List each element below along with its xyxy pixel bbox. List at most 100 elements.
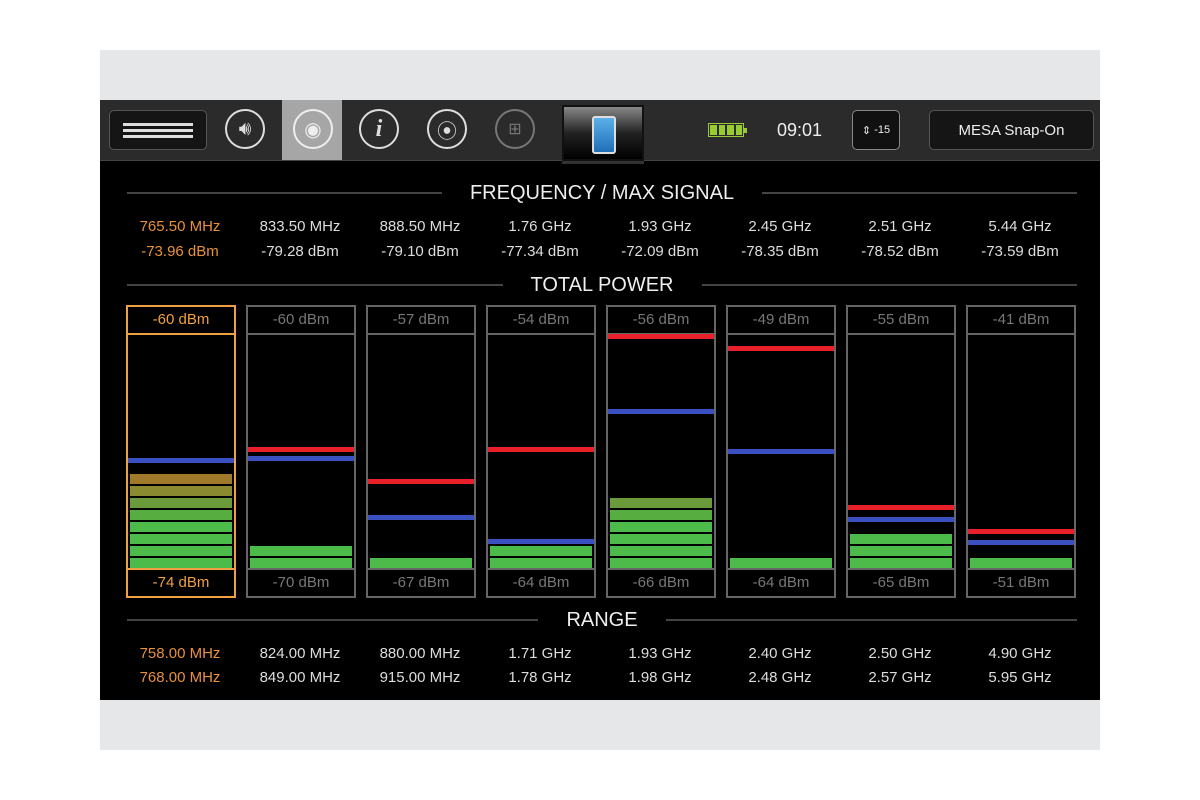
meter-area: [368, 335, 474, 569]
meter-area: [848, 335, 954, 569]
power-segment: [610, 510, 712, 520]
meter-min-label: -70 dBm: [248, 568, 354, 596]
network-button[interactable]: ⊞: [492, 108, 538, 150]
power-meter[interactable]: -57 dBm -67 dBm: [366, 305, 476, 598]
avg-marker: [728, 449, 834, 454]
power-segment: [130, 486, 232, 496]
antenna-button[interactable]: ⇕ -15: [852, 110, 900, 150]
info-button[interactable]: i: [356, 108, 402, 150]
location-button[interactable]: ⦿: [424, 108, 470, 150]
range-high: 1.98 GHz: [628, 669, 692, 686]
power-header: TOTAL POWER: [127, 273, 1078, 296]
meter-min-label: -64 dBm: [488, 568, 594, 596]
power-segment: [130, 498, 232, 508]
max-signal-level: -79.28 dBm: [261, 243, 339, 260]
power-segment: [130, 474, 232, 484]
range-low: 758.00 MHz: [139, 645, 221, 662]
meter-max-label: -60 dBm: [248, 307, 354, 335]
range-high: 768.00 MHz: [139, 669, 221, 686]
meter-min-label: -67 dBm: [368, 568, 474, 596]
range-low: 1.93 GHz: [628, 645, 692, 662]
power-segment: [490, 558, 592, 568]
meter-min-label: -66 dBm: [608, 568, 714, 596]
max-signal-level: -73.96 dBm: [141, 243, 219, 260]
power-meter[interactable]: -55 dBm -65 dBm: [846, 305, 956, 598]
toolbar: 🔊︎ ◉ i ⦿ ⊞ 09:01 ⇕ -15 MESA Snap-On: [100, 100, 1100, 161]
power-meter[interactable]: -60 dBm -74 dBm: [126, 305, 236, 598]
menu-button[interactable]: [109, 110, 207, 150]
power-segment: [250, 546, 352, 556]
power-meter[interactable]: -60 dBm -70 dBm: [246, 305, 356, 598]
avg-marker: [128, 458, 234, 464]
meter-area: [608, 334, 714, 569]
range-high: 2.48 GHz: [748, 669, 812, 686]
meter-max-label: -60 dBm: [128, 307, 234, 335]
max-signal-level: -78.35 dBm: [741, 243, 819, 260]
max-signal-frequency: 2.45 GHz: [748, 218, 812, 235]
meter-area: [488, 335, 594, 569]
max-signal-frequency: 2.51 GHz: [868, 218, 932, 235]
power-segment: [370, 558, 472, 568]
max-marker: [968, 528, 1074, 534]
camera-icon: ◉: [293, 109, 333, 149]
range-low: 1.71 GHz: [508, 645, 572, 662]
device-screen: 🔊︎ ◉ i ⦿ ⊞ 09:01 ⇕ -15 MESA Snap-On FREQ…: [100, 100, 1100, 700]
power-meter[interactable]: -41 dBm -51 dBm: [966, 305, 1076, 598]
range-low: 4.90 GHz: [988, 645, 1052, 662]
meter-max-label: -54 dBm: [488, 307, 594, 335]
power-segment: [850, 546, 952, 556]
meter-min-label: -51 dBm: [968, 568, 1074, 596]
max-signal-level: -79.10 dBm: [381, 243, 459, 260]
power-segment: [130, 522, 232, 532]
max-signal-level: -77.34 dBm: [501, 243, 579, 260]
power-segment: [730, 558, 832, 568]
location-pin-icon: ⦿: [427, 109, 467, 149]
power-segment: [850, 558, 952, 568]
power-segment: [970, 558, 1072, 568]
power-title: TOTAL POWER: [530, 273, 674, 296]
network-icon: ⊞: [495, 109, 535, 149]
range-low: 2.40 GHz: [748, 645, 812, 662]
max-marker: [608, 334, 714, 340]
max-signal-frequency: 5.44 GHz: [988, 218, 1052, 235]
max-marker: [728, 346, 834, 352]
max-marker: [488, 446, 594, 452]
power-meter[interactable]: -54 dBm -64 dBm: [486, 305, 596, 598]
avg-marker: [248, 456, 354, 462]
frequency-header: FREQUENCY / MAX SIGNAL: [127, 181, 1078, 204]
max-signal-level: -78.52 dBm: [861, 243, 939, 260]
power-segment: [850, 534, 952, 544]
range-high: 915.00 MHz: [379, 669, 461, 686]
camera-button-icon-wrap[interactable]: ◉: [290, 108, 336, 150]
range-low: 2.50 GHz: [868, 645, 932, 662]
power-segment: [130, 510, 232, 520]
power-meter[interactable]: -56 dBm -66 dBm: [606, 305, 716, 598]
phone-signal-icon: [592, 116, 616, 154]
power-segment: [610, 534, 712, 544]
max-signal-level: -72.09 dBm: [621, 243, 699, 260]
menu-icon: [123, 120, 193, 141]
phone-mode-tab[interactable]: [562, 105, 644, 161]
speaker-icon: 🔊︎: [225, 109, 265, 149]
avg-marker: [488, 539, 594, 545]
device-name-button[interactable]: MESA Snap-On: [929, 110, 1094, 150]
power-segment: [610, 522, 712, 532]
antenna-icon: ⇕: [861, 124, 875, 137]
max-marker: [248, 446, 354, 452]
power-meter[interactable]: -49 dBm -64 dBm: [726, 305, 836, 598]
range-high: 5.95 GHz: [988, 669, 1052, 686]
power-segment: [130, 546, 232, 556]
power-segment: [610, 498, 712, 508]
power-segment: [610, 558, 712, 568]
meter-max-label: -57 dBm: [368, 307, 474, 335]
meter-area: [728, 335, 834, 569]
clock: 09:01: [777, 120, 823, 140]
max-marker: [848, 505, 954, 511]
max-signal-frequency: 888.50 MHz: [379, 218, 461, 235]
avg-marker: [368, 514, 474, 520]
avg-marker: [608, 409, 714, 415]
frequency-title: FREQUENCY / MAX SIGNAL: [469, 181, 735, 204]
range-low: 824.00 MHz: [259, 645, 341, 662]
sound-button[interactable]: 🔊︎: [222, 108, 268, 150]
max-signal-frequency: 1.76 GHz: [508, 218, 572, 235]
